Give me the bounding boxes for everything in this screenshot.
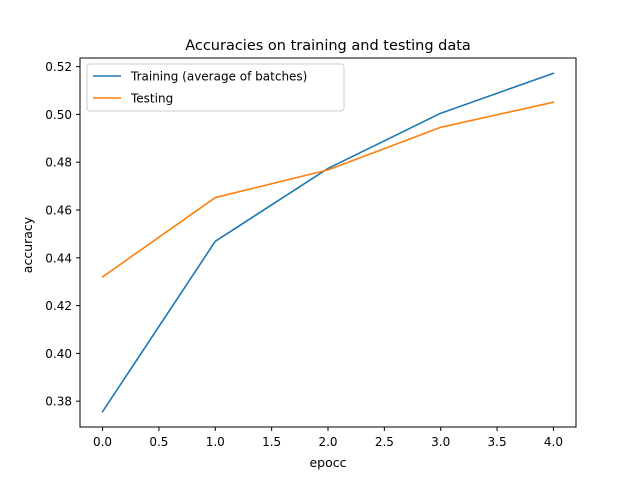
y-axis: 0.38 0.40 0.42 0.44 0.46 0.48 0.50 0.52 — [45, 60, 80, 409]
y-tick-label: 0.46 — [45, 203, 72, 217]
y-tick-label: 0.50 — [45, 108, 72, 122]
legend: Training (average of batches) Testing — [86, 63, 345, 112]
legend-label: Training (average of batches) — [130, 70, 307, 84]
x-tick-label: 2.5 — [375, 435, 394, 449]
legend-label: Testing — [130, 92, 173, 106]
x-tick-label: 1.5 — [262, 435, 281, 449]
x-axis: 0.0 0.5 1.0 1.5 2.0 2.5 3.0 3.5 4.0 — [93, 427, 563, 449]
y-axis-label: accuracy — [20, 216, 35, 273]
x-tick-label: 0.5 — [149, 435, 168, 449]
series-line-testing — [101, 101, 555, 279]
legend-box — [86, 63, 345, 112]
x-axis-label: epocc — [309, 455, 346, 470]
chart-title: Accuracies on training and testing data — [185, 38, 471, 54]
series-line-training — [101, 72, 555, 413]
y-tick-label: 0.40 — [45, 347, 72, 361]
x-tick-label: 3.0 — [431, 435, 450, 449]
x-tick-label: 4.0 — [544, 435, 563, 449]
x-tick-label: 3.5 — [488, 435, 507, 449]
x-tick-label: 0.0 — [93, 435, 112, 449]
y-tick-label: 0.52 — [45, 60, 72, 74]
y-tick-label: 0.48 — [45, 156, 72, 170]
y-tick-label: 0.38 — [45, 395, 72, 409]
x-tick-label: 1.0 — [206, 435, 225, 449]
x-tick-label: 2.0 — [318, 435, 337, 449]
y-tick-label: 0.42 — [45, 299, 72, 313]
y-tick-label: 0.44 — [45, 251, 72, 265]
